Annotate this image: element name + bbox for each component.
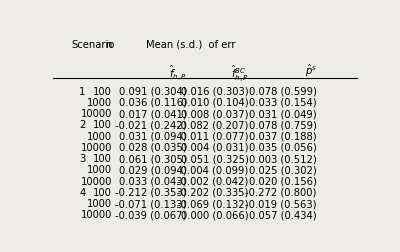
Text: 1000: 1000 [87,199,112,209]
Text: 0.035 (0.056): 0.035 (0.056) [249,143,317,153]
Text: 1000: 1000 [87,165,112,175]
Text: -0.002 (0.042): -0.002 (0.042) [177,177,248,186]
Text: 4: 4 [79,188,86,198]
Text: -0.212 (0.353): -0.212 (0.353) [115,188,186,198]
Text: -0.021 (0.242): -0.021 (0.242) [115,120,186,130]
Text: Mean (s.d.)  of err: Mean (s.d.) of err [146,40,236,50]
Text: -0.071 (0.133): -0.071 (0.133) [115,199,186,209]
Text: 0.017 (0.041): 0.017 (0.041) [119,109,186,119]
Text: 0.033 (0.154): 0.033 (0.154) [249,98,317,108]
Text: 0.016 (0.303): 0.016 (0.303) [181,86,248,97]
Text: 0.003 (0.512): 0.003 (0.512) [249,154,317,164]
Text: Scenario: Scenario [72,40,115,50]
Text: 10000: 10000 [81,109,112,119]
Text: 0.057 (0.434): 0.057 (0.434) [249,210,317,220]
Text: -0.011 (0.077): -0.011 (0.077) [177,132,248,142]
Text: 2: 2 [79,120,86,130]
Text: 10000: 10000 [81,210,112,220]
Text: 0.033 (0.043): 0.033 (0.043) [119,177,186,186]
Text: 0.037 (0.188): 0.037 (0.188) [249,132,317,142]
Text: -0.004 (0.099): -0.004 (0.099) [177,165,248,175]
Text: 10000: 10000 [81,177,112,186]
Text: 0.000 (0.066): 0.000 (0.066) [181,210,248,220]
Text: n: n [106,40,112,50]
Text: 0.051 (0.325): 0.051 (0.325) [180,154,248,164]
Text: 0.008 (0.037): 0.008 (0.037) [181,109,248,119]
Text: $\hat{f}_{h,P}^{BC}$: $\hat{f}_{h,P}^{BC}$ [230,63,248,84]
Text: 1000: 1000 [87,132,112,142]
Text: 0.078 (0.599): 0.078 (0.599) [249,86,317,97]
Text: -0.019 (0.563): -0.019 (0.563) [245,199,317,209]
Text: -0.082 (0.207): -0.082 (0.207) [177,120,248,130]
Text: 1: 1 [79,86,86,97]
Text: 100: 100 [93,154,112,164]
Text: 0.031 (0.049): 0.031 (0.049) [249,109,317,119]
Text: 3: 3 [79,154,86,164]
Text: 0.029 (0.094): 0.029 (0.094) [119,165,186,175]
Text: -0.272 (0.800): -0.272 (0.800) [245,188,317,198]
Text: -0.202 (0.335): -0.202 (0.335) [177,188,248,198]
Text: 0.025 (0.302): 0.025 (0.302) [249,165,317,175]
Text: $\hat{p}^{s}$: $\hat{p}^{s}$ [305,63,317,79]
Text: 0.028 (0.035): 0.028 (0.035) [119,143,186,153]
Text: 0.010 (0.104): 0.010 (0.104) [181,98,248,108]
Text: $\hat{f}_{h,P}$: $\hat{f}_{h,P}$ [168,63,186,83]
Text: 100: 100 [93,188,112,198]
Text: 0.036 (0.116): 0.036 (0.116) [118,98,186,108]
Text: 0.020 (0.156): 0.020 (0.156) [249,177,317,186]
Text: -0.069 (0.132): -0.069 (0.132) [177,199,248,209]
Text: 100: 100 [93,120,112,130]
Text: 0.091 (0.304): 0.091 (0.304) [119,86,186,97]
Text: -0.039 (0.067): -0.039 (0.067) [115,210,186,220]
Text: 0.061 (0.305): 0.061 (0.305) [119,154,186,164]
Text: 0.031 (0.094): 0.031 (0.094) [119,132,186,142]
Text: 1000: 1000 [87,98,112,108]
Text: 100: 100 [93,86,112,97]
Text: 0.004 (0.031): 0.004 (0.031) [181,143,248,153]
Text: 10000: 10000 [81,143,112,153]
Text: 0.078 (0.759): 0.078 (0.759) [249,120,317,130]
